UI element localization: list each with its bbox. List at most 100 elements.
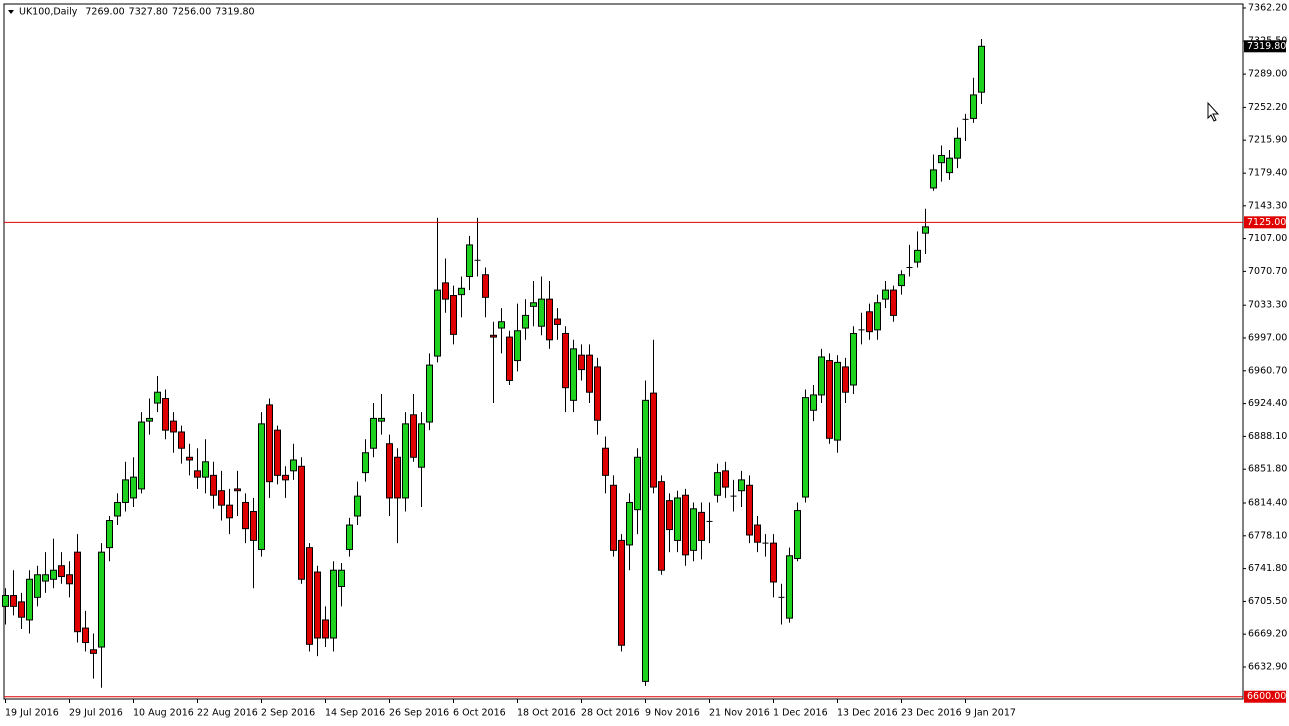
candle-body [922,226,929,234]
candle-body [66,574,73,585]
candle-body [602,447,609,476]
candle-body [458,287,465,296]
candle-body [690,508,697,551]
candle-body [330,569,337,639]
candle-body [242,501,249,530]
candle-body [842,366,849,393]
candle-body [642,399,649,682]
candle-body [634,456,641,511]
candle-body [930,169,937,189]
candle-body [882,289,889,300]
x-tick-label: 1 Dec 2016 [773,708,828,719]
candle-body [106,520,113,549]
y-tick-label: 7143.30 [1248,200,1287,211]
candle-body [34,574,41,598]
y-tick-label: 6632.90 [1248,662,1287,673]
candle-body [226,504,233,519]
candle-body [234,488,241,492]
candle-body [90,649,97,654]
ohlc-value: 7319.80 [215,7,254,18]
candle-body [322,619,329,639]
candle-body [826,360,833,439]
candle-body [258,423,265,550]
candle-body [114,501,121,517]
candle-body [898,274,905,287]
candle-body [74,551,81,633]
candle-body [522,314,529,329]
candle-body [674,497,681,541]
x-tick-label: 18 Oct 2016 [517,708,576,719]
x-tick-label: 6 Oct 2016 [453,708,506,719]
x-tick-label: 29 Jul 2016 [69,708,123,719]
candle-body [466,244,473,278]
y-tick-label: 6669.20 [1248,629,1287,640]
candle-body [306,547,313,645]
candle-body [546,298,553,341]
candle-body [970,94,977,119]
y-tick-label: 6997.00 [1248,332,1287,343]
ohlc-value: 7269.00 [85,7,124,18]
candle-body [418,423,425,468]
candle-body [682,494,689,556]
candle-body [394,456,401,499]
candle-body [610,484,617,551]
candle-body [954,137,961,159]
candle-body [210,474,217,496]
candle-body [42,574,49,582]
x-tick-label: 19 Jul 2016 [5,708,59,719]
x-tick-label: 22 Aug 2016 [197,708,258,719]
candle-body [650,392,657,488]
candle-body [2,595,9,607]
candle-body [578,354,585,371]
candle-body [482,274,489,298]
y-tick-label: 6705.50 [1248,596,1287,607]
candle-body [714,472,721,496]
candle-body [802,397,809,498]
candle-body [58,565,65,578]
candle-body [146,417,153,422]
candle-body [890,289,897,316]
candle-body [250,510,257,541]
candle-body [698,511,705,541]
candle-body [138,421,145,490]
candle-body [514,330,521,362]
candle-body [914,249,921,263]
price-tag [1244,216,1286,229]
candle-body [442,282,449,300]
candle-body [810,394,817,411]
candle-body [666,500,673,531]
candle-body [178,431,185,449]
y-tick-label: 6924.40 [1248,398,1287,409]
x-tick-label: 28 Oct 2016 [581,708,640,719]
candle-body [450,295,457,335]
candle-body [834,361,841,441]
candle-body [170,420,177,433]
candle-body [738,479,745,492]
price-tag-label: 7319.80 [1247,41,1286,52]
candle-body [202,461,209,478]
candle-body [130,476,137,499]
candle-body [402,423,409,499]
candle-body [378,417,385,422]
ohlc-value: 7256.00 [172,7,211,18]
price-tag [1244,40,1286,53]
plot-frame [3,3,1244,700]
candle-body [786,555,793,619]
x-tick-label: 2 Sep 2016 [261,708,315,719]
price-tag-label: 7125.00 [1247,217,1286,228]
candle-body [594,366,601,421]
candle-body [314,571,321,639]
candle-body [50,569,57,580]
candle-body [338,569,345,587]
candle-body [266,404,273,483]
candle-body [290,459,297,472]
x-tick-label: 10 Aug 2016 [133,708,194,719]
menu-arrow [8,10,14,14]
candle-body [506,336,513,381]
candle-body [122,479,129,503]
candle-body [866,311,873,333]
candle-body [218,490,225,506]
candle-body [410,414,417,458]
candle-body [154,391,161,404]
